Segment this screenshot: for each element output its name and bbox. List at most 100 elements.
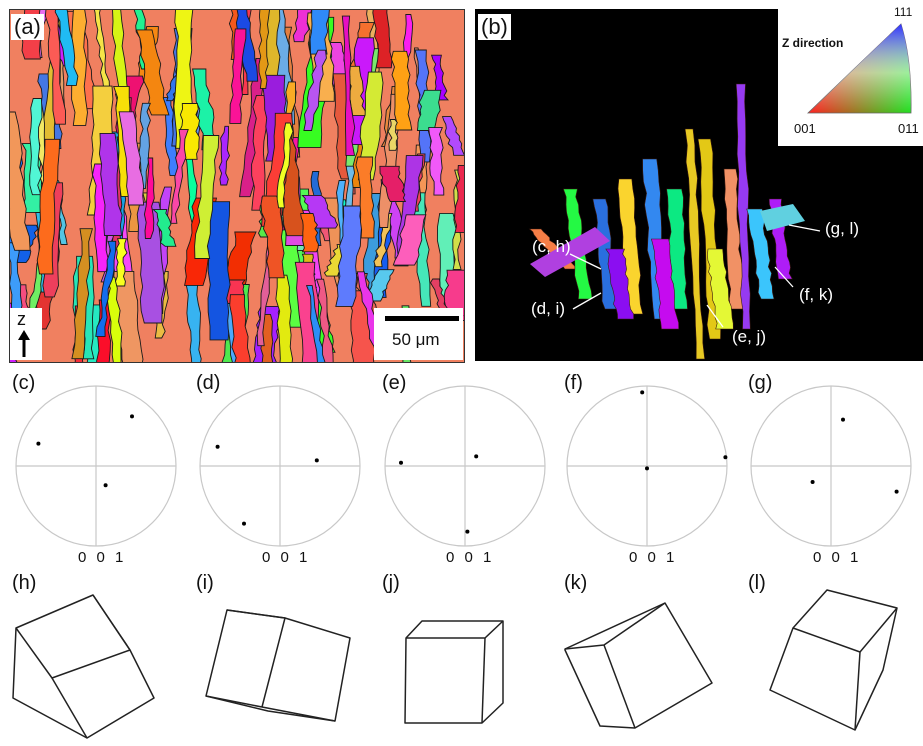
grain (138, 102, 151, 190)
grain (44, 10, 66, 125)
grain (309, 10, 330, 55)
grain (229, 28, 247, 124)
grain (135, 29, 170, 116)
grain (357, 71, 384, 181)
grain (303, 49, 327, 131)
grain (98, 132, 123, 236)
grain (170, 129, 189, 224)
pole-point (465, 529, 470, 534)
pole-point (103, 483, 108, 488)
grain (390, 50, 413, 131)
grain (441, 116, 464, 156)
legend-title: Z direction (782, 36, 844, 50)
grain (275, 274, 293, 362)
grain (428, 127, 445, 196)
ebsd-orientation-map (9, 9, 465, 363)
grain (54, 10, 79, 86)
panel-label-d: (d) (196, 372, 221, 394)
grain (260, 195, 285, 279)
pole-point (130, 414, 134, 419)
panel-label-g: (g) (748, 372, 773, 394)
grain (387, 119, 399, 151)
pole-point (215, 444, 220, 449)
grain (301, 194, 339, 229)
grain (372, 10, 393, 69)
panel-label-c: (c) (12, 372, 36, 394)
grain (115, 238, 128, 287)
cube-i (205, 609, 351, 722)
ipf-color-key: 111 Z direction 001 011 (778, 0, 923, 146)
callout-e-j: (e, j) (732, 327, 766, 346)
crystal-cubes (12, 589, 898, 739)
pole-point (810, 480, 815, 484)
scale-bar (385, 316, 459, 321)
pole-point (640, 390, 645, 395)
callout-c-h: (c, h) (532, 237, 571, 256)
pole-figure-f (566, 385, 728, 547)
cube-k (564, 602, 713, 729)
grain (300, 213, 319, 253)
grain (605, 248, 634, 320)
legend-001: 001 (794, 121, 816, 136)
grain (152, 209, 177, 247)
callout-leaders (569, 224, 821, 328)
grain (684, 128, 706, 360)
pole-figure-e (384, 385, 546, 547)
ebsd-grain-map (10, 10, 464, 362)
panel-label-a: (a) (11, 14, 44, 40)
grain (105, 276, 123, 362)
grain (136, 201, 165, 324)
grain (71, 228, 93, 360)
up-arrow-icon (18, 330, 30, 357)
grain (746, 208, 775, 300)
grain (666, 188, 688, 310)
z-axis-label: z (17, 309, 26, 329)
pole-figure-c-caption: 0 0 1 (78, 549, 127, 566)
grain (430, 54, 449, 101)
grain (617, 178, 644, 315)
pole-figure-d-caption: 0 0 1 (262, 549, 311, 566)
pole-point (723, 455, 728, 460)
cube-j (404, 620, 504, 724)
pole-point (474, 454, 479, 459)
grain (760, 204, 805, 231)
grain (229, 294, 251, 362)
grain (707, 248, 734, 330)
grain (10, 111, 31, 251)
grain (355, 156, 375, 239)
grain (276, 122, 294, 209)
panel-label-e: (e) (382, 372, 407, 394)
pole-figure-g-caption: 0 0 1 (813, 549, 862, 566)
grain (143, 157, 155, 239)
callout-d-i: (d, i) (531, 299, 565, 318)
grain (530, 227, 610, 277)
grain (36, 138, 61, 275)
cube-l (769, 589, 898, 731)
grain (651, 238, 680, 330)
grain (454, 164, 464, 233)
pole-figure-c (15, 385, 177, 547)
cube-h (12, 594, 155, 739)
grain (292, 10, 312, 43)
panel-label-k: (k) (564, 572, 588, 594)
panel-label-f: (f) (564, 372, 583, 394)
legend-011: 011 (898, 121, 919, 136)
panel-label-b: (b) (478, 14, 511, 40)
grain (735, 83, 751, 330)
panel-label-i: (i) (196, 572, 214, 594)
grain (379, 165, 407, 202)
panel-label-j: (j) (382, 572, 400, 594)
panel-label-l: (l) (748, 572, 766, 594)
grain (305, 285, 326, 362)
pole-figure-d (199, 385, 361, 547)
grain (194, 135, 220, 259)
pole-figure-g (750, 385, 912, 547)
pole-point (645, 466, 649, 471)
pole-point (894, 489, 899, 494)
pole-point (36, 441, 41, 446)
pole-point (314, 458, 319, 463)
grain (315, 278, 334, 362)
pole-point (399, 460, 403, 465)
grain (118, 111, 145, 206)
pole-figure-f-caption: 0 0 1 (629, 549, 678, 566)
